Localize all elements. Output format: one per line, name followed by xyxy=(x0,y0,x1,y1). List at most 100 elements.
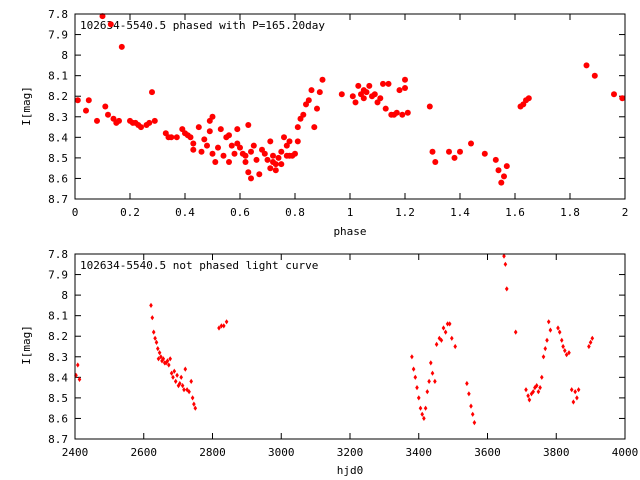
data-point xyxy=(543,346,547,352)
data-point xyxy=(286,138,293,145)
data-point xyxy=(272,167,279,174)
y-tick-label: 8.7 xyxy=(48,193,68,206)
data-point xyxy=(308,87,315,94)
data-point xyxy=(187,389,191,395)
y-tick-label: 8.2 xyxy=(48,90,68,103)
data-point xyxy=(178,380,182,387)
data-point xyxy=(524,387,528,393)
data-point xyxy=(138,124,144,131)
data-point xyxy=(292,150,298,157)
data-point xyxy=(245,122,252,128)
data-point xyxy=(465,380,469,387)
data-point xyxy=(503,261,508,267)
data-point xyxy=(536,389,541,395)
data-point xyxy=(161,356,166,362)
data-point xyxy=(281,134,287,141)
data-point xyxy=(245,169,252,176)
data-point xyxy=(399,111,406,118)
data-point xyxy=(418,405,423,411)
unphased-light-curve-panel: 102634-5540.5 not phased light curve hjd… xyxy=(20,248,638,477)
data-point xyxy=(314,105,320,112)
data-point xyxy=(445,321,450,327)
data-point xyxy=(226,132,232,139)
data-point xyxy=(498,179,505,186)
chart-title: 102634-5540.5 not phased light curve xyxy=(80,259,318,272)
phased-light-curve-panel: 102634-5540.5 phased with P=165.20day ph… xyxy=(20,8,628,238)
data-point xyxy=(226,159,232,165)
data-point xyxy=(470,411,475,417)
data-point xyxy=(168,134,175,141)
data-point xyxy=(338,91,345,98)
data-point xyxy=(204,142,210,149)
data-point xyxy=(209,150,216,157)
x-tick-label: 3000 xyxy=(268,446,295,459)
data-point xyxy=(546,319,551,325)
data-point xyxy=(529,391,534,397)
data-point xyxy=(217,126,224,133)
data-point xyxy=(382,105,389,112)
data-point xyxy=(267,138,274,145)
x-tick-label: 0.8 xyxy=(285,206,305,219)
plot-frame xyxy=(74,13,626,200)
y-tick-label: 8.3 xyxy=(48,111,68,124)
data-point xyxy=(352,99,359,106)
data-point xyxy=(175,372,179,378)
x-tick-label: 4000 xyxy=(612,446,639,459)
y-tick-label: 8 xyxy=(61,289,68,302)
data-point xyxy=(423,405,428,411)
data-point xyxy=(242,159,249,165)
x-tick-label: 0.4 xyxy=(175,206,195,219)
y-axis-label: I[mag] xyxy=(20,86,33,126)
data-point xyxy=(180,383,185,389)
data-point xyxy=(248,148,254,155)
y-tick-label: 7.9 xyxy=(48,269,68,282)
data-point xyxy=(481,150,488,157)
data-point xyxy=(467,391,471,397)
data-point xyxy=(190,140,197,147)
data-point xyxy=(385,80,392,87)
data-point xyxy=(588,339,593,345)
y-tick-label: 8.7 xyxy=(48,433,68,446)
data-point xyxy=(563,348,567,354)
data-point xyxy=(416,395,421,401)
data-point xyxy=(545,337,549,343)
data-point xyxy=(590,335,595,341)
data-point xyxy=(190,146,197,153)
x-tick-label: 2400 xyxy=(62,446,89,459)
y-tick-label: 8.6 xyxy=(48,172,68,185)
data-point xyxy=(413,374,418,380)
data-point xyxy=(253,156,260,163)
x-tick-label: 3200 xyxy=(337,446,364,459)
y-tick-label: 8.6 xyxy=(48,412,68,425)
data-point xyxy=(447,321,452,327)
data-point xyxy=(576,387,581,393)
axis-ticks: 0 0.2 0.4 0.6 0.8 1 1.2 1.4 1.6 1.8 2 7.8 7.9 8 8.1 8.2… xyxy=(48,8,628,219)
data-point xyxy=(434,341,439,347)
data-point xyxy=(564,352,569,358)
data-point xyxy=(99,13,106,20)
data-point xyxy=(187,134,194,141)
y-tick-label: 8.5 xyxy=(48,392,68,405)
data-point xyxy=(319,76,326,83)
data-point xyxy=(85,97,92,104)
x-tick-label: 0 xyxy=(72,206,79,219)
data-point xyxy=(278,148,285,155)
data-point xyxy=(422,415,426,421)
data-point xyxy=(429,148,436,155)
data-point xyxy=(118,43,125,50)
data-point xyxy=(311,124,318,131)
y-axis-label: I[mag] xyxy=(20,325,33,365)
data-point xyxy=(571,399,576,405)
data-point xyxy=(195,124,202,131)
data-point xyxy=(198,148,205,155)
data-point xyxy=(212,159,219,165)
data-point xyxy=(557,329,562,335)
data-point xyxy=(541,354,546,360)
data-point xyxy=(457,148,463,155)
data-point xyxy=(611,91,617,98)
data-point xyxy=(192,401,196,407)
data-point xyxy=(573,389,577,395)
data-point xyxy=(234,126,241,133)
